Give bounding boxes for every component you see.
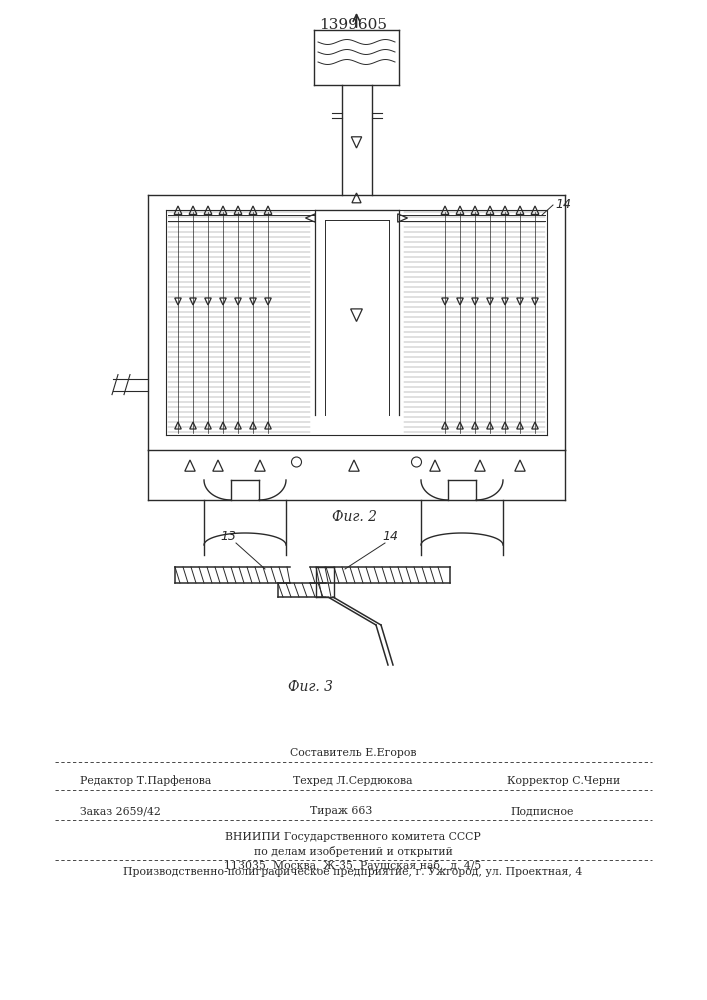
Text: 113035, Москва, Ж-35, Раушская наб., д. 4/5: 113035, Москва, Ж-35, Раушская наб., д. … <box>224 860 481 871</box>
Text: Редактор Т.Парфенова: Редактор Т.Парфенова <box>80 775 211 786</box>
Text: Заказ 2659/42: Заказ 2659/42 <box>80 806 161 816</box>
Text: Корректор С.Черни: Корректор С.Черни <box>507 776 620 786</box>
Text: 1399605: 1399605 <box>319 18 387 32</box>
Text: по делам изобретений и открытий: по делам изобретений и открытий <box>254 846 452 857</box>
Text: Тираж 663: Тираж 663 <box>310 806 373 816</box>
Text: Составитель Е.Егоров: Составитель Е.Егоров <box>290 748 416 758</box>
Text: 13: 13 <box>220 530 236 543</box>
Text: 14: 14 <box>382 530 398 543</box>
Text: Подписное: Подписное <box>510 806 573 816</box>
Text: Фиг. 2: Фиг. 2 <box>332 510 377 524</box>
Text: 14: 14 <box>555 198 571 212</box>
Text: Фиг. 3: Фиг. 3 <box>288 680 332 694</box>
Text: Техред Л.Сердюкова: Техред Л.Сердюкова <box>293 776 413 786</box>
Text: Производственно-полиграфическое предприятие, г. Ужгород, ул. Проектная, 4: Производственно-полиграфическое предприя… <box>124 866 583 877</box>
Text: ВНИИПИ Государственного комитета СССР: ВНИИПИ Государственного комитета СССР <box>225 832 481 842</box>
